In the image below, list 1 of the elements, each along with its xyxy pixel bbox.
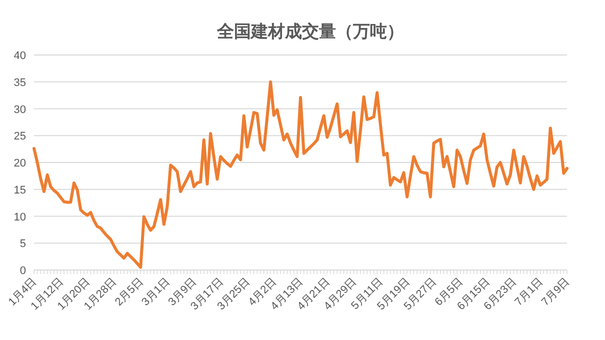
title: 全国建材成交量（万吨） (217, 22, 404, 41)
